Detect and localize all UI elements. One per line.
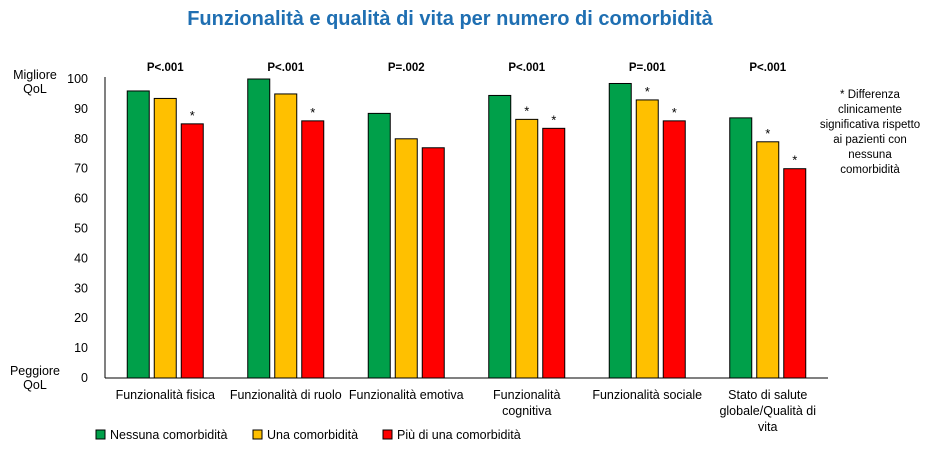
bar	[488, 94, 512, 379]
y-label-bottom: Peggiore	[10, 364, 60, 378]
legend-label: Più di una comorbidità	[397, 428, 521, 442]
legend: Nessuna comorbidità Una comorbidità Più di…	[95, 428, 521, 442]
bar	[756, 141, 780, 379]
y-axis-ticks: 0 10 20 30 40 50 60 70 80 90 100	[67, 72, 88, 385]
significance-star: *	[765, 126, 770, 141]
axes-group	[104, 77, 828, 379]
annotation-line: ai pazienti con	[833, 134, 907, 146]
category-label: Funzionalità emotiva	[349, 388, 464, 402]
category-labels-group: Funzionalità fisica Funzionalità di ruolo…	[116, 388, 816, 434]
legend-label: Nessuna comorbidità	[110, 428, 227, 442]
bar	[608, 82, 632, 379]
bar	[542, 127, 566, 379]
annotation-note: * Differenza clinicamente significativa ri…	[820, 89, 920, 176]
bar	[126, 90, 150, 379]
significance-star: *	[190, 108, 195, 123]
annotation-line: * Differenza	[840, 89, 900, 101]
p-value-label: P=.001	[629, 62, 666, 74]
p-value-label: P=.002	[388, 62, 425, 74]
bar	[783, 168, 807, 379]
y-tick-label: 70	[74, 162, 88, 176]
category-label: globale/Qualità di	[719, 404, 816, 418]
bar	[274, 93, 298, 379]
category-label: Funzionalità	[493, 388, 560, 402]
category-label: Funzionalità fisica	[116, 388, 215, 402]
bar	[635, 99, 659, 379]
category-label: Funzionalità di ruolo	[230, 388, 342, 402]
p-value-label: P<.001	[267, 62, 304, 74]
y-tick-label: 100	[67, 72, 88, 86]
bar	[729, 117, 753, 379]
annotation-line: significativa rispetto	[820, 119, 920, 131]
significance-star: *	[310, 105, 315, 120]
annotation-line: clinicamente	[838, 104, 902, 116]
y-tick-label: 30	[74, 281, 88, 295]
bar	[515, 118, 539, 379]
category-label: Funzionalità sociale	[592, 388, 702, 402]
y-tick-label: 10	[74, 341, 88, 355]
y-tick-label: 50	[74, 222, 88, 236]
significance-star: *	[524, 103, 529, 118]
p-value-label: P<.001	[508, 62, 545, 74]
legend-swatch	[252, 429, 263, 440]
bar	[394, 138, 418, 379]
y-tick-label: 40	[74, 251, 88, 265]
legend-swatch	[95, 429, 106, 440]
bar	[301, 120, 325, 379]
p-values-group: P<.001 P<.001 P=.002 P<.001 P=.001 P<.001	[147, 62, 787, 74]
y-label-top: QoL	[23, 82, 47, 96]
bar	[153, 97, 177, 379]
legend-swatch	[382, 429, 393, 440]
y-tick-label: 90	[74, 102, 88, 116]
y-tick-label: 80	[74, 132, 88, 146]
significance-star: *	[672, 105, 677, 120]
category-label: Stato di salute	[728, 388, 807, 402]
significance-stars-group: * * * * * * * *	[190, 84, 798, 168]
y-label-bottom: QoL	[23, 378, 47, 392]
bar	[247, 78, 271, 379]
significance-star: *	[551, 112, 556, 127]
category-label: cognitiva	[502, 404, 551, 418]
y-tick-label: 60	[74, 192, 88, 206]
chart-title: Funzionalità e qualità di vita per numer…	[187, 8, 713, 30]
y-tick-label: 0	[81, 371, 88, 385]
legend-label: Una comorbidità	[267, 428, 358, 442]
annotation-line: nessuna	[848, 149, 892, 161]
bar	[367, 112, 391, 379]
bar	[180, 123, 204, 379]
bar	[421, 147, 445, 379]
y-tick-label: 20	[74, 311, 88, 325]
annotation-line: comorbidità	[840, 164, 900, 176]
p-value-label: P<.001	[147, 62, 184, 74]
significance-star: *	[792, 153, 797, 168]
bars-group	[126, 78, 807, 379]
p-value-label: P<.001	[749, 62, 786, 74]
category-label: vita	[758, 420, 778, 434]
significance-star: *	[645, 84, 650, 99]
y-label-top: Migliore	[13, 68, 57, 82]
bar	[662, 120, 686, 379]
